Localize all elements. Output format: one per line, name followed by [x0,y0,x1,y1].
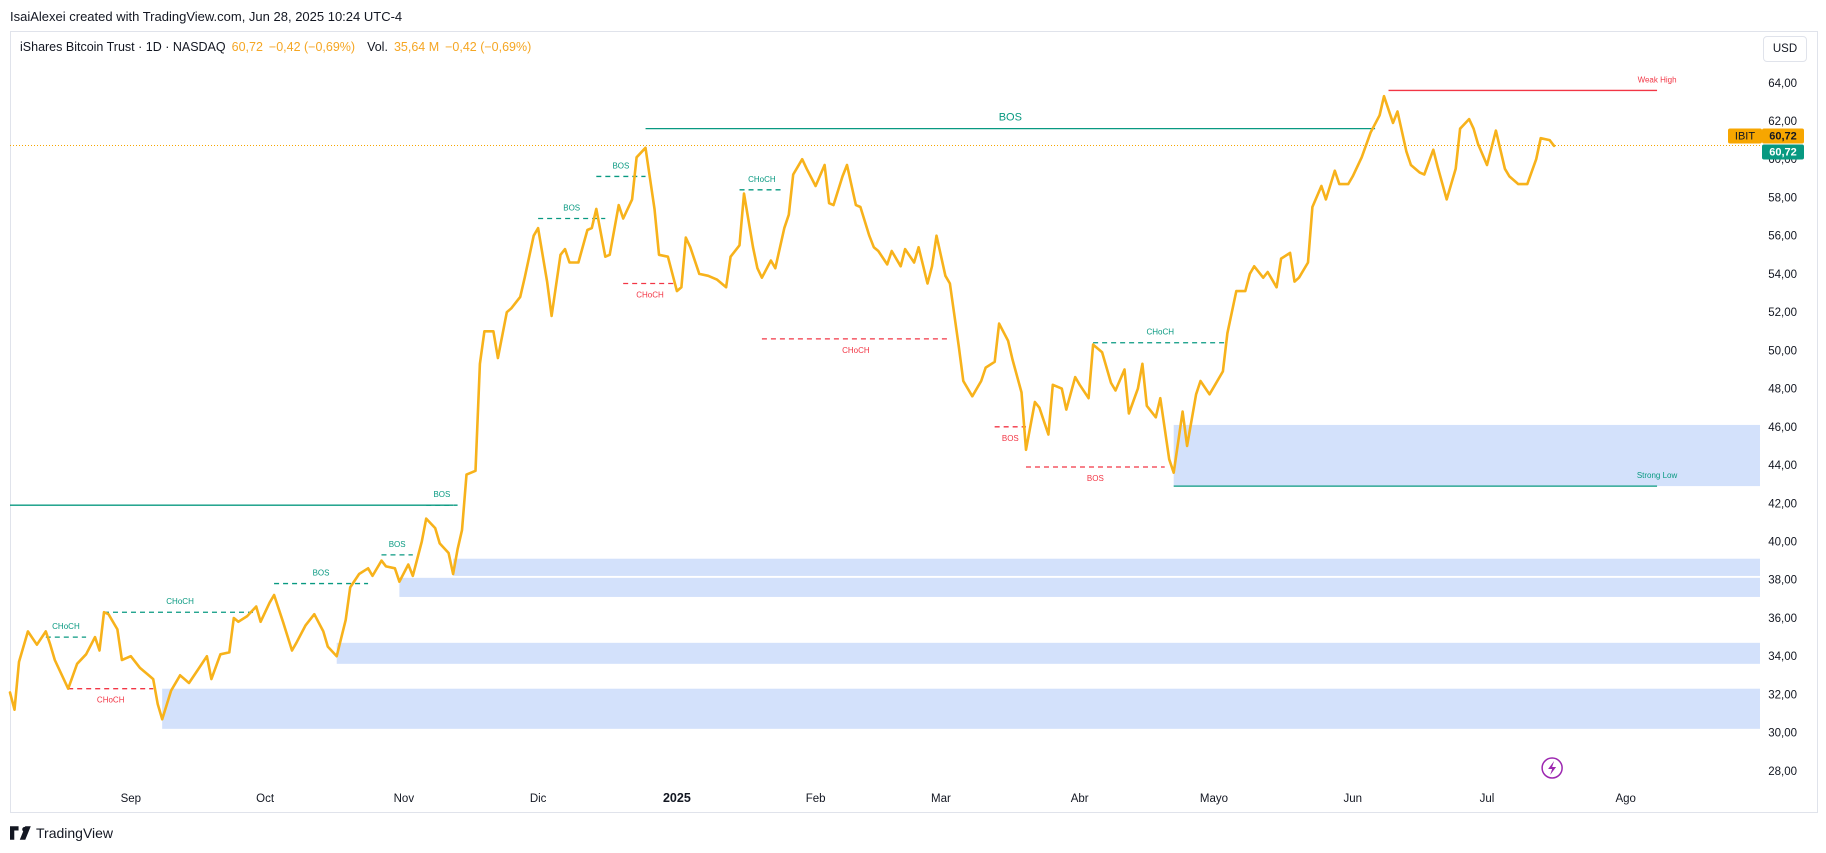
structure-label-4: BOS [389,540,406,549]
volume-change: −0,42 (−0,69%) [445,40,532,54]
y-tick-label: 54,00 [1768,269,1797,281]
volume-value: 35,64 M [393,40,440,54]
price-badge-orange [1762,128,1804,144]
y-tick-label: 42,00 [1768,498,1797,510]
lightning-icon [1548,761,1557,775]
price-badge-green [1762,144,1804,160]
y-tick-label: 58,00 [1768,192,1797,204]
price-series-line [8,94,1556,721]
structure-label-3: BOS [313,569,330,578]
structure-label-8: BOS [612,161,629,170]
structure-label-13: BOS [1002,434,1019,443]
y-tick-label: 62,00 [1768,116,1797,128]
y-tick-label: 32,00 [1768,689,1797,701]
structure-label-5: BOS [433,490,450,499]
structure-label-7: BOS [563,203,580,212]
y-tick-label: 56,00 [1768,231,1797,243]
price-badge-orange-text: 60,72 [1769,130,1797,142]
y-tick-label: 64,00 [1768,78,1797,90]
y-tick-label: 36,00 [1768,613,1797,625]
x-tick-label: Oct [256,793,275,805]
price-change: −0,42 (−0,69%) [268,40,356,54]
symbol-badge [1728,128,1762,144]
currency-button[interactable]: USD [1763,36,1807,62]
axes-layer: 28,00 30,00 32,00 34,00 36,00 38,00 40,00 42,00… [121,78,1804,805]
structure-label-12: CHoCH [842,346,870,355]
chart-frame [10,31,1818,813]
tradingview-brand-text: TradingView [36,825,114,841]
demand-zone-0 [162,688,1760,729]
x-tick-label: Mar [931,793,951,805]
markers-layer [1541,757,1563,779]
structure-label-2: CHoCH [166,597,194,606]
x-tick-label: Nov [394,793,415,805]
chart-attribution: IsaiAlexei created with TradingView.com,… [10,9,403,24]
x-tick-label: Sep [121,793,141,805]
structure-label-15: CHoCH [1146,328,1174,337]
symbol-name: iShares Bitcoin Trust · 1D · NASDAQ [20,40,226,54]
symbol-badge-text: IBIT [1735,130,1755,142]
demand-zone-4 [1173,424,1760,487]
structure-label-9: CHoCH [636,290,664,299]
structure-label-10: CHoCH [748,175,776,184]
y-tick-label: 52,00 [1768,307,1797,319]
structure-lines-layer: CHoCH CHoCH CHoCH BOS BOS BOS BOS BOS CHoCH CHoCH… [10,75,1760,705]
structure-label-11: BOS [999,112,1022,124]
y-tick-label: 48,00 [1768,384,1797,396]
y-tick-label: 28,00 [1768,766,1797,778]
x-tick-label: Mayo [1200,793,1228,805]
y-tick-label: 44,00 [1768,460,1797,472]
structure-label-14: BOS [1087,474,1104,483]
y-tick-label: 38,00 [1768,575,1797,587]
x-tick-label: Ago [1615,793,1635,805]
tradingview-logo[interactable]: TradingView [10,825,113,841]
y-tick-label: 50,00 [1768,345,1797,357]
x-tick-label: Feb [806,793,826,805]
x-tick-label: Jul [1480,793,1495,805]
y-tick-label: 30,00 [1768,728,1797,740]
demand-zone-3 [453,558,1761,576]
price-badge-green-text: 60,72 [1769,146,1797,158]
last-price: 60,72 [231,40,263,54]
y-tick-label: 40,00 [1768,537,1797,549]
y-tick-label: 46,00 [1768,422,1797,434]
zones-layer [162,424,1761,729]
structure-label-0: CHoCH [52,622,80,631]
structure-label-1: CHoCH [97,696,125,705]
y-tick-label: 34,00 [1768,651,1797,663]
chart-legend: iShares Bitcoin Trust · 1D · NASDAQ 60,7… [20,40,531,54]
tradingview-logo-icon [10,826,31,840]
demand-zone-1 [336,642,1761,664]
demand-zone-2 [399,577,1760,597]
x-tick-label: Abr [1071,793,1089,805]
structure-label-16: Weak High [1638,75,1677,84]
x-tick-label: Dic [530,793,547,805]
x-tick-label: Jun [1343,793,1362,805]
event-marker-icon [1541,757,1563,779]
price-line-layer [8,94,1556,721]
structure-label-17: Strong Low [1637,471,1678,480]
volume-label: Vol. [367,40,388,54]
x-tick-label: 2025 [663,791,691,805]
